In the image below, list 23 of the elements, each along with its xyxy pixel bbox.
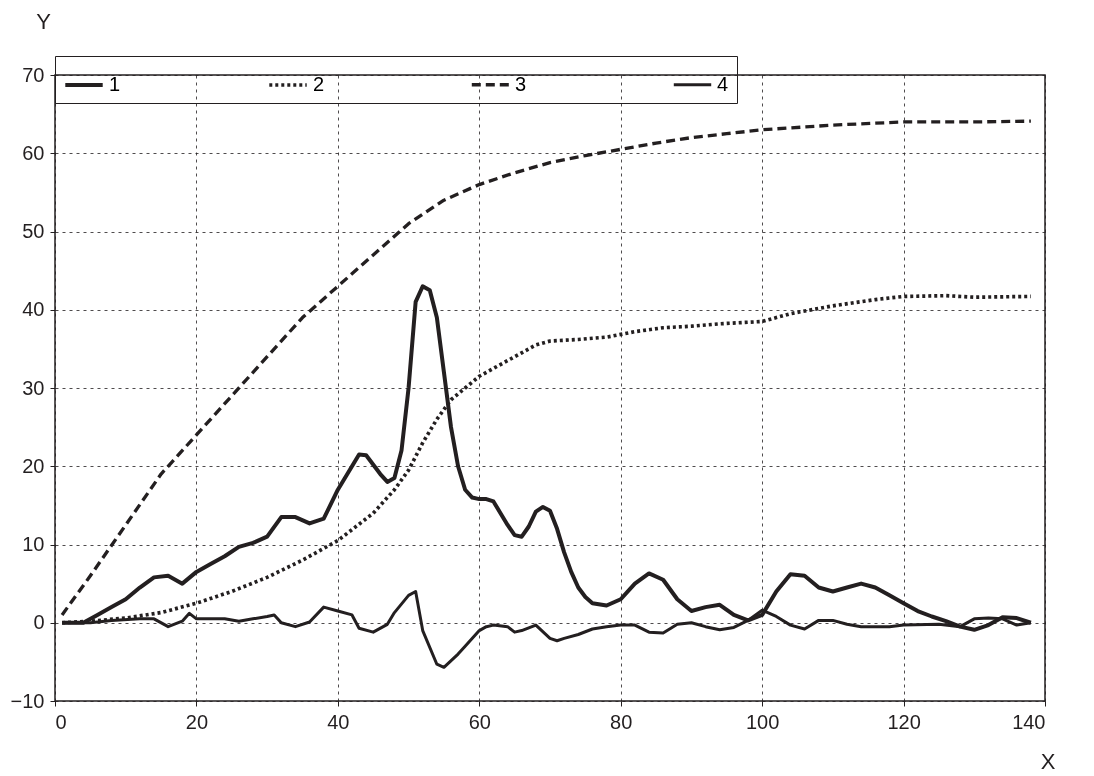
y-tick-label: 40 — [22, 298, 45, 321]
y-tick-label: 10 — [22, 533, 45, 555]
y-tick-label: 0 — [33, 611, 45, 634]
x-tick-label: 120 — [887, 710, 921, 733]
y-tick-label: 50 — [22, 220, 45, 242]
legend-label: 3 — [515, 72, 527, 95]
legend-label: 1 — [109, 73, 121, 95]
x-tick-label: 140 — [1012, 710, 1046, 733]
y-tick-label: 20 — [22, 454, 45, 477]
x-tick-label: 20 — [185, 710, 209, 733]
x-tick-label: 0 — [55, 710, 67, 733]
y-tick-label: 30 — [22, 376, 45, 399]
y-tick-label: 70 — [22, 63, 45, 86]
legend-label: 2 — [313, 73, 325, 95]
x-tick-label: 100 — [745, 710, 780, 733]
y-tick-label: 60 — [22, 141, 45, 164]
legend-label: 4 — [717, 72, 729, 95]
x-tick-label: 60 — [468, 710, 491, 733]
y-axis-title: Y — [36, 8, 52, 34]
x-tick-label: 80 — [610, 710, 633, 733]
y-tick-label: −10 — [10, 689, 45, 712]
x-tick-label: 40 — [327, 710, 350, 733]
x-axis-title: X — [1040, 748, 1056, 774]
